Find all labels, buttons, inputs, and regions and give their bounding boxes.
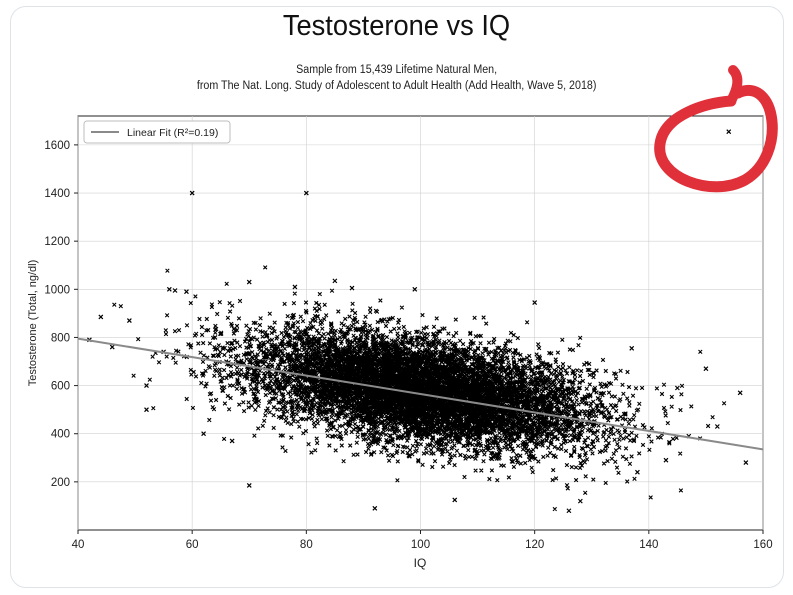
x-tick-label: 60: [186, 539, 199, 551]
legend: Linear Fit (R²=0.19): [83, 120, 231, 144]
x-tick-label: 40: [72, 539, 85, 551]
linear-fit-line: [77, 337, 764, 451]
outlier-point: [412, 286, 418, 292]
outlier-point: [303, 190, 309, 196]
x-axis-label: IQ: [414, 556, 427, 570]
outlier-point: [532, 300, 538, 305]
y-tick-label: 200: [51, 477, 70, 489]
outlier-points: [86, 129, 749, 514]
red-circle-annotation: [654, 85, 778, 193]
outlier-point: [109, 344, 115, 350]
outlier-point: [743, 460, 749, 466]
cluster-markers: [112, 265, 727, 512]
outlier-point: [566, 508, 572, 514]
y-tick-label: 1600: [44, 140, 70, 152]
outlier-point: [166, 286, 172, 292]
data-points: [112, 265, 727, 512]
outlier-point: [292, 284, 298, 290]
x-tick-label: 120: [525, 539, 544, 551]
chart-title: Testosterone vs IQ: [282, 10, 511, 42]
y-tick-label: 600: [51, 381, 70, 393]
y-tick-label: 800: [51, 332, 70, 344]
outlier-point: [332, 278, 338, 284]
outlier-point: [629, 345, 635, 351]
outlier-point: [372, 505, 378, 511]
x-tick-label: 80: [300, 539, 313, 551]
outlier-point: [189, 190, 195, 196]
outlier-point: [349, 285, 355, 291]
legend-label: Linear Fit (R²=0.19): [127, 127, 218, 139]
outlier-point: [229, 438, 235, 444]
outlier-point: [634, 469, 640, 475]
chart-subtitle-line-1: Sample from 15,439 Lifetime Natural Men,: [296, 64, 498, 76]
outlier-point: [246, 483, 252, 488]
outlier-point: [144, 407, 149, 413]
outlier-point: [737, 390, 743, 396]
outlier-point: [184, 289, 189, 295]
outlier-point: [201, 431, 207, 437]
outlier-point: [726, 129, 732, 135]
chart-subtitle-line-2: from The Nat. Long. Study of Adolescent …: [196, 80, 597, 92]
outlier-point: [577, 498, 583, 504]
axes: 40 60 80 100 120 140 160 200 400 600 800 1000 1200 14…: [44, 140, 772, 551]
outlier-point: [144, 383, 149, 389]
y-tick-label: 1000: [44, 284, 70, 296]
outlier-point: [703, 366, 709, 372]
outlier-point: [126, 318, 132, 324]
outlier-point: [172, 288, 178, 293]
y-tick-label: 400: [51, 429, 70, 441]
outlier-point: [98, 314, 104, 320]
y-axis-label: Testosterone (Total, ng/dl): [27, 260, 39, 387]
outlier-point: [714, 424, 720, 429]
outlier-point: [674, 385, 680, 391]
legend-box: [83, 120, 231, 144]
x-tick-label: 140: [639, 539, 658, 551]
red-annotation-tail: [726, 65, 743, 106]
outlier-point: [212, 335, 218, 340]
x-tick-label: 100: [411, 539, 430, 551]
y-tick-label: 1400: [44, 188, 70, 200]
outlier-point: [246, 279, 252, 285]
y-tick-label: 1200: [44, 236, 70, 248]
x-tick-label: 160: [753, 539, 772, 551]
outlier-point: [452, 497, 458, 503]
outlier-point: [663, 457, 669, 463]
